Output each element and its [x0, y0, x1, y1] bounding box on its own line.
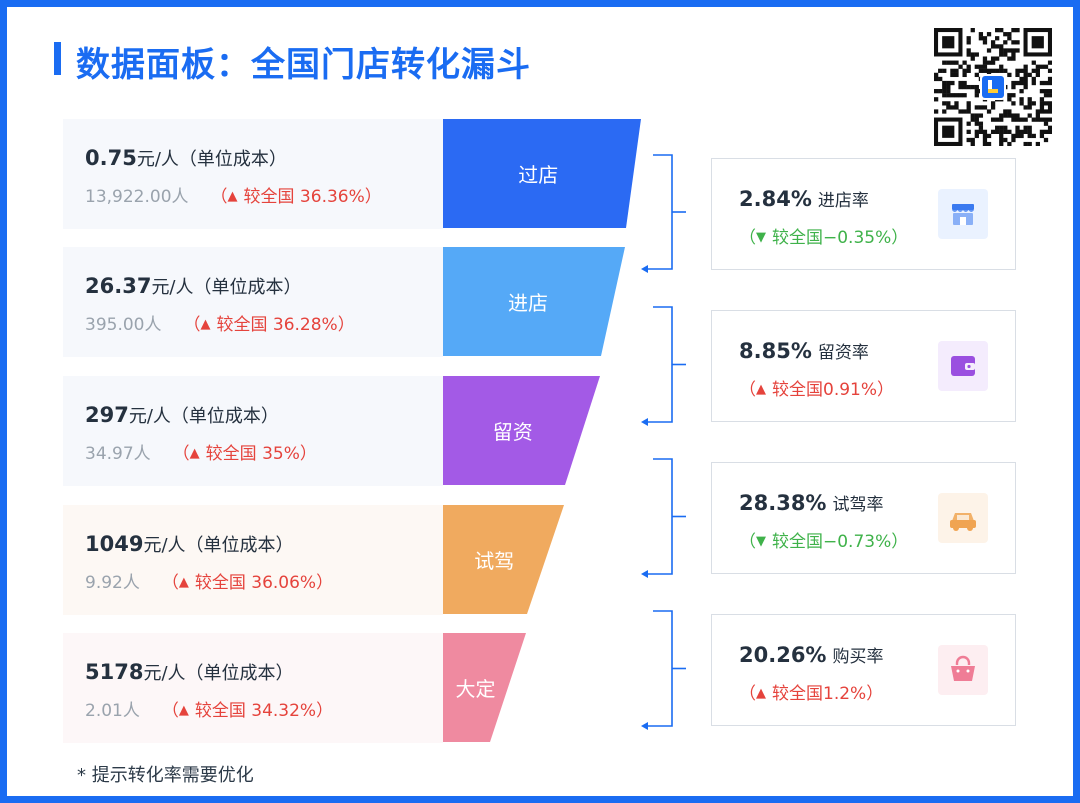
compare-text: 较全国0.91% — [772, 380, 878, 400]
triangle-up-icon: ▲ — [756, 686, 766, 701]
compare-national: （▲ 较全国 36.28%） — [183, 315, 355, 335]
unit-cost: 297元/人（单位成本） — [85, 402, 279, 428]
funnel-stage — [443, 376, 600, 485]
compare-text: 较全国−0.73% — [772, 532, 892, 552]
footnote: * 提示转化率需要优化 — [77, 765, 254, 786]
unit-cost-unit: 元/人（单位成本） — [128, 406, 279, 427]
conversion-bracket — [641, 610, 686, 730]
triangle-up-icon: ▲ — [200, 317, 211, 332]
compare-national: （▼ 较全国−0.35%） — [739, 228, 909, 248]
compare-national: （▲ 较全国1.2%） — [739, 684, 884, 704]
conversion-rate: 20.26% 购买率 — [739, 642, 883, 667]
compare-national: （▲ 较全国 36.36%） — [210, 187, 382, 207]
stage-card: 26.37元/人（单位成本） 395.00人 （▲ 较全国 36.28%） — [63, 247, 443, 357]
funnel-stage — [443, 119, 641, 228]
triangle-up-icon: ▲ — [227, 189, 238, 204]
triangle-down-icon: ▼ — [756, 230, 766, 245]
shopping-bag-icon — [938, 645, 988, 695]
conversion-rate: 28.38% 试驾率 — [739, 490, 883, 515]
triangle-up-icon: ▲ — [178, 703, 189, 718]
unit-cost: 1049元/人（单位成本） — [85, 531, 294, 557]
store-icon — [938, 189, 988, 239]
wallet-icon — [938, 341, 988, 391]
stage-count: 9.92人 — [85, 573, 140, 593]
rate-label: 试驾率 — [832, 495, 884, 515]
unit-cost: 5178元/人（单位成本） — [85, 659, 294, 685]
conversion-rate: 8.85% 留资率 — [739, 338, 869, 363]
stage-card: 0.75元/人（单位成本） 13,922.00人 （▲ 较全国 36.36%） — [63, 119, 443, 229]
funnel-stage-label: 留资 — [492, 420, 533, 444]
car-icon — [938, 493, 988, 543]
compare-national: （▲ 较全国0.91%） — [739, 380, 895, 400]
qr-code-icon — [934, 28, 1052, 146]
unit-cost-value: 297 — [85, 403, 129, 427]
compare-text: 较全国1.2% — [772, 684, 867, 704]
unit-cost-value: 5178 — [85, 660, 144, 684]
unit-cost: 26.37元/人（单位成本） — [85, 273, 302, 299]
triangle-up-icon: ▲ — [189, 446, 200, 461]
rate-value: 28.38% — [739, 491, 827, 515]
funnel-stage — [443, 247, 625, 356]
stage-count-row: 34.97人 （▲ 较全国 35%） — [85, 439, 317, 464]
stage-count: 2.01人 — [85, 701, 140, 721]
unit-cost-value: 1049 — [85, 532, 144, 556]
unit-cost-unit: 元/人（单位成本） — [143, 535, 294, 556]
compare-national: （▲ 较全国 35%） — [172, 444, 317, 464]
stage-count-row: 2.01人 （▲ 较全国 34.32%） — [85, 696, 333, 721]
funnel-stage-label: 进店 — [508, 291, 548, 315]
title-accent-bar — [54, 42, 61, 75]
unit-cost: 0.75元/人（单位成本） — [85, 145, 287, 171]
funnel-stage-label: 试驾 — [474, 549, 515, 573]
compare-text: 较全国 36.36% — [243, 187, 365, 207]
stage-count: 13,922.00人 — [85, 187, 189, 207]
stage-count: 34.97人 — [85, 444, 151, 464]
stage-card: 5178元/人（单位成本） 2.01人 （▲ 较全国 34.32%） — [63, 633, 443, 743]
rate-label: 留资率 — [817, 343, 869, 363]
compare-text: 较全国 35% — [205, 444, 300, 464]
compare-national: （▲ 较全国 36.06%） — [161, 573, 334, 593]
compare-text: 较全国 36.06% — [194, 573, 317, 593]
conversion-rate-card: 20.26% 购买率 （▲ 较全国1.2%） — [711, 614, 1016, 726]
unit-cost-value: 0.75 — [85, 146, 137, 170]
conversion-rate-card: 8.85% 留资率 （▲ 较全国0.91%） — [711, 310, 1016, 422]
conversion-bracket — [641, 458, 686, 578]
funnel-stage-label: 大定 — [455, 677, 496, 701]
rate-value: 2.84% — [739, 187, 812, 211]
unit-cost-value: 26.37 — [85, 274, 152, 298]
unit-cost-unit: 元/人（单位成本） — [143, 663, 294, 684]
conversion-rate-card: 28.38% 试驾率 （▼ 较全国−0.73%） — [711, 462, 1016, 574]
compare-text: 较全国 34.32% — [194, 701, 317, 721]
triangle-up-icon: ▲ — [756, 382, 766, 397]
conversion-bracket — [641, 306, 686, 426]
stage-card: 297元/人（单位成本） 34.97人 （▲ 较全国 35%） — [63, 376, 443, 486]
compare-text: 较全国−0.35% — [772, 228, 892, 248]
compare-text: 较全国 36.28% — [216, 315, 338, 335]
funnel-stage — [443, 505, 564, 614]
rate-label: 购买率 — [832, 647, 884, 667]
stage-count: 395.00人 — [85, 315, 162, 335]
rate-value: 8.85% — [739, 339, 812, 363]
stage-count-row: 395.00人 （▲ 较全国 36.28%） — [85, 310, 355, 335]
funnel-stage-label: 过店 — [518, 163, 559, 187]
rate-value: 20.26% — [739, 643, 827, 667]
stage-count-row: 9.92人 （▲ 较全国 36.06%） — [85, 568, 333, 593]
conversion-rate-card: 2.84% 进店率 （▼ 较全国−0.35%） — [711, 158, 1016, 270]
conversion-bracket — [641, 154, 686, 273]
rate-label: 进店率 — [817, 191, 869, 211]
stage-card: 1049元/人（单位成本） 9.92人 （▲ 较全国 36.06%） — [63, 505, 443, 615]
funnel-stage — [443, 633, 526, 742]
page-title: 数据面板：全国门店转化漏斗 — [76, 45, 531, 85]
triangle-down-icon: ▼ — [756, 534, 766, 549]
unit-cost-unit: 元/人（单位成本） — [151, 277, 302, 298]
unit-cost-unit: 元/人（单位成本） — [136, 149, 287, 170]
conversion-rate: 2.84% 进店率 — [739, 186, 869, 211]
stage-count-row: 13,922.00人 （▲ 较全国 36.36%） — [85, 182, 382, 207]
triangle-up-icon: ▲ — [178, 575, 189, 590]
compare-national: （▼ 较全国−0.73%） — [739, 532, 909, 552]
compare-national: （▲ 较全国 34.32%） — [161, 701, 334, 721]
